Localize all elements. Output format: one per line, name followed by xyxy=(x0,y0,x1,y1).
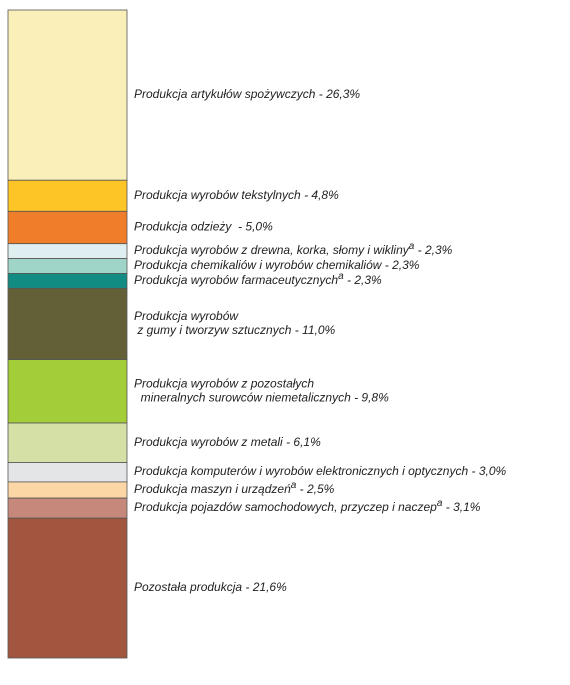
category-name: Produkcja pojazdów samochodowych, przycz… xyxy=(134,500,437,514)
category-name: Produkcja artykułów spożywczych xyxy=(134,87,316,101)
label-line: Produkcja odzieży xyxy=(134,220,235,234)
segment xyxy=(7,258,128,274)
segment xyxy=(7,359,128,424)
segment xyxy=(7,497,128,519)
segment-label: Produkcja wyrobów z metali - 6,1% xyxy=(134,435,321,449)
label-line: z gumy i tworzyw sztucznych xyxy=(134,323,292,337)
footnote-mark: a xyxy=(291,480,297,491)
value-label: 2,3% xyxy=(424,243,453,257)
segment xyxy=(7,422,128,463)
label-separator: - xyxy=(301,188,312,202)
category-name: Produkcja wyrobów tekstylnych xyxy=(134,188,301,202)
label-separator: - xyxy=(468,464,479,478)
category-name: Produkcja maszyn i urządzeń xyxy=(134,482,291,496)
label-line: Produkcja wyrobów z metali xyxy=(134,435,283,449)
segment xyxy=(7,517,128,659)
category-name: Produkcja wyrobów z drewna, korka, słomy… xyxy=(134,243,410,257)
value-label: 26,3% xyxy=(325,87,360,101)
value-label: 9,8% xyxy=(361,390,389,404)
value-label: 5,0% xyxy=(245,220,273,234)
segment-label: Produkcja maszyn i urządzeńa - 2,5% xyxy=(134,480,335,497)
label-separator: - xyxy=(442,500,453,514)
footnote-mark: a xyxy=(338,271,344,282)
segment-label: Produkcja komputerów i wyrobów elektroni… xyxy=(134,464,507,478)
segment-label: Produkcja wyrobów z pozostałych mineraln… xyxy=(134,376,389,404)
label-separator: - xyxy=(296,482,307,496)
label-separator: - xyxy=(242,580,253,594)
segment xyxy=(7,179,128,212)
label-separator: - xyxy=(381,258,392,272)
segment xyxy=(7,481,128,499)
value-label: 2,5% xyxy=(306,482,335,496)
segment xyxy=(7,287,128,360)
label-line: mineralnych surowców niemetalicznych xyxy=(134,390,351,404)
category-name: Produkcja odzieży xyxy=(134,220,235,234)
segment xyxy=(7,462,128,483)
segment-label: Produkcja odzieży - 5,0% xyxy=(134,220,273,234)
value-label: 2,3% xyxy=(391,258,420,272)
segment xyxy=(7,273,128,289)
label-line: Produkcja pojazdów samochodowych, przycz… xyxy=(134,500,437,514)
label-line: Produkcja wyrobów farmaceutycznych xyxy=(134,273,338,287)
label-line: Produkcja chemikaliów i wyrobów chemikal… xyxy=(134,258,383,272)
label-line: Produkcja komputerów i wyrobów elektroni… xyxy=(134,464,468,478)
segment-label: Pozostała produkcja - 21,6% xyxy=(134,580,287,594)
value-label: 4,8% xyxy=(311,188,339,202)
value-label: 6,1% xyxy=(293,435,321,449)
label-separator: - xyxy=(283,435,294,449)
value-label: 21,6% xyxy=(252,580,287,594)
label-line: Produkcja wyrobów xyxy=(134,309,239,323)
label-line: Pozostała produkcja xyxy=(134,580,242,594)
label-line: Produkcja wyrobów z pozostałych xyxy=(134,376,314,390)
label-line: Produkcja wyrobów tekstylnych xyxy=(134,188,301,202)
category-name: Produkcja chemikaliów i wyrobów chemikal… xyxy=(134,258,383,272)
segment-label: Produkcja wyrobów z drewna, korka, słomy… xyxy=(134,241,453,258)
label-separator: - xyxy=(291,323,302,337)
label-separator: - xyxy=(344,273,355,287)
label-line: Produkcja maszyn i urządzeń xyxy=(134,482,291,496)
category-name: Produkcja wyrobów z gumy i tworzyw sztuc… xyxy=(134,309,292,337)
segment-label: Produkcja wyrobów tekstylnych - 4,8% xyxy=(134,188,339,202)
label-separator: - xyxy=(315,87,326,101)
category-name: Pozostała produkcja xyxy=(134,580,242,594)
segment-label: Produkcja artykułów spożywczych - 26,3% xyxy=(134,87,360,101)
footnote-mark: a xyxy=(409,241,415,252)
value-label: 11,0% xyxy=(302,323,335,337)
label-separator: - xyxy=(414,243,425,257)
category-name: Produkcja komputerów i wyrobów elektroni… xyxy=(134,464,468,478)
label-separator: - xyxy=(235,220,246,234)
segment-label: Produkcja pojazdów samochodowych, przycz… xyxy=(134,498,481,515)
category-name: Produkcja wyrobów z metali xyxy=(134,435,283,449)
segment-label: Produkcja wyrobów z gumy i tworzyw sztuc… xyxy=(134,309,336,337)
label-line: Produkcja wyrobów z drewna, korka, słomy… xyxy=(134,243,410,257)
label-line: Produkcja artykułów spożywczych xyxy=(134,87,316,101)
value-label: 2,3% xyxy=(353,273,382,287)
value-label: 3,1% xyxy=(453,500,481,514)
segment xyxy=(7,9,128,181)
category-name: Produkcja wyrobów farmaceutycznych xyxy=(134,273,338,287)
label-separator: - xyxy=(351,390,362,404)
value-label: 3,0% xyxy=(479,464,507,478)
segment-label: Produkcja wyrobów farmaceutycznycha - 2,… xyxy=(134,271,382,288)
segment xyxy=(7,243,128,259)
segment xyxy=(7,210,128,245)
footnote-mark: a xyxy=(437,498,443,509)
segment-label: Produkcja chemikaliów i wyrobów chemikal… xyxy=(134,258,420,272)
category-name: Produkcja wyrobów z pozostałych mineraln… xyxy=(134,376,351,404)
